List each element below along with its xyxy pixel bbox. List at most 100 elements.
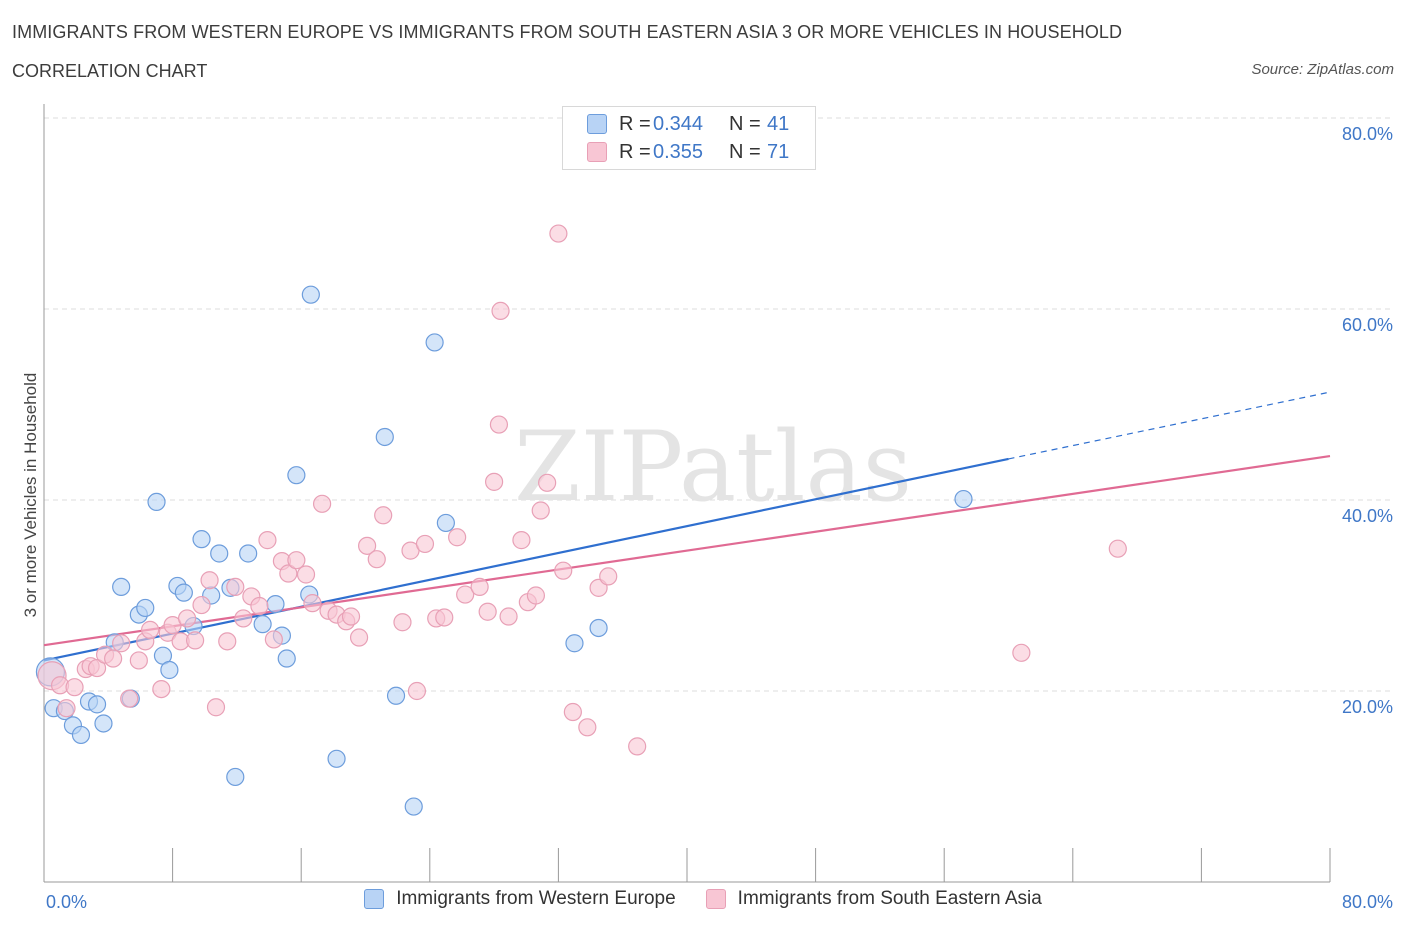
point-south-eastern-asia xyxy=(129,651,148,670)
point-western-europe xyxy=(954,489,973,509)
chart-subtitle: CORRELATION CHART xyxy=(12,61,208,81)
trend-line xyxy=(43,457,1009,662)
point-south-eastern-asia xyxy=(628,737,647,756)
point-western-europe xyxy=(301,285,320,304)
point-western-europe xyxy=(112,577,131,597)
point-south-eastern-asia xyxy=(112,634,131,653)
point-western-europe xyxy=(436,513,455,533)
r-value: 0.344 xyxy=(653,112,704,135)
point-south-eastern-asia xyxy=(250,596,269,616)
point-south-eastern-asia xyxy=(206,698,226,717)
point-western-europe xyxy=(253,615,272,634)
point-south-eastern-asia xyxy=(499,607,518,626)
point-south-eastern-asia xyxy=(435,608,454,627)
point-south-eastern-asia xyxy=(57,699,76,718)
point-south-eastern-asia xyxy=(415,534,435,554)
y-tick-label: 80.0% xyxy=(1342,124,1393,144)
point-south-eastern-asia xyxy=(512,531,531,550)
legend-row-western-europe: R = 0.344 N = 41 xyxy=(587,112,789,136)
point-south-eastern-asia xyxy=(234,609,253,628)
point-western-europe xyxy=(375,427,394,447)
point-south-eastern-asia xyxy=(192,595,211,615)
point-south-eastern-asia xyxy=(407,681,427,701)
point-western-europe xyxy=(226,767,245,787)
legend-item-western-europe[interactable]: Immigrants from Western Europe xyxy=(364,888,676,910)
point-south-eastern-asia xyxy=(140,620,160,639)
series-legend: Immigrants from Western Europe Immigrant… xyxy=(0,888,1406,910)
point-western-europe xyxy=(386,686,406,705)
point-western-europe xyxy=(327,749,346,768)
point-south-eastern-asia xyxy=(448,528,467,547)
point-western-europe xyxy=(425,333,444,352)
point-western-europe xyxy=(87,695,107,714)
point-western-europe xyxy=(174,583,193,602)
point-south-eastern-asia xyxy=(287,551,306,570)
grid-lines xyxy=(44,117,1394,692)
legend-swatch-blue xyxy=(364,889,385,909)
n-value: 41 xyxy=(767,112,790,135)
point-south-eastern-asia xyxy=(1012,643,1031,662)
data-points xyxy=(35,224,1127,816)
x-tick-label: 80.0% xyxy=(1342,892,1393,912)
point-south-eastern-asia xyxy=(87,658,107,678)
point-south-eastern-asia xyxy=(104,649,123,668)
point-south-eastern-asia xyxy=(312,494,332,513)
point-western-europe xyxy=(589,618,608,638)
legend-label: Immigrants from Western Europe xyxy=(396,888,676,909)
trend-line-extension xyxy=(1008,391,1331,460)
chart-title: IMMIGRANTS FROM WESTERN EUROPE VS IMMIGR… xyxy=(12,22,1123,42)
point-western-europe xyxy=(266,594,285,614)
n-value: 71 xyxy=(767,140,790,163)
x-tick-label: 0.0% xyxy=(46,892,87,912)
point-south-eastern-asia xyxy=(531,501,550,520)
y-axis-label: 3 or more Vehicles in Household xyxy=(21,373,40,618)
point-western-europe xyxy=(565,634,584,653)
point-south-eastern-asia xyxy=(152,679,171,699)
point-south-eastern-asia xyxy=(470,577,489,597)
point-south-eastern-asia xyxy=(258,531,277,550)
point-south-eastern-asia xyxy=(1108,539,1127,558)
point-western-europe xyxy=(71,725,91,745)
legend-swatch-pink xyxy=(705,889,726,909)
legend-swatch-pink xyxy=(587,142,607,162)
point-south-eastern-asia xyxy=(393,613,412,632)
point-south-eastern-asia xyxy=(526,586,545,605)
point-south-eastern-asia xyxy=(177,609,197,628)
point-south-eastern-asia xyxy=(186,631,205,650)
point-western-europe xyxy=(94,714,113,733)
watermark: ZIPatlas xyxy=(514,411,912,523)
point-western-europe xyxy=(136,598,155,618)
point-south-eastern-asia xyxy=(456,585,475,604)
point-western-europe xyxy=(239,544,258,563)
point-south-eastern-asia xyxy=(374,506,393,525)
point-western-europe xyxy=(277,649,296,668)
point-western-europe xyxy=(160,660,179,680)
point-south-eastern-asia xyxy=(489,415,509,434)
point-south-eastern-asia xyxy=(264,630,283,649)
legend-item-south-eastern-asia[interactable]: Immigrants from South Eastern Asia xyxy=(705,888,1042,910)
legend-label: Immigrants from South Eastern Asia xyxy=(737,888,1042,909)
point-south-eastern-asia xyxy=(367,550,386,569)
point-western-europe xyxy=(192,530,211,549)
legend-row-south-eastern-asia: R = 0.355 N = 71 xyxy=(587,140,789,164)
point-south-eastern-asia xyxy=(341,607,361,626)
point-south-eastern-asia xyxy=(491,301,510,321)
point-western-europe xyxy=(210,544,229,563)
point-south-eastern-asia xyxy=(303,594,322,613)
point-south-eastern-asia xyxy=(538,473,557,492)
point-western-europe xyxy=(287,466,306,485)
y-tick-label: 60.0% xyxy=(1342,315,1393,335)
r-label: R = xyxy=(619,112,651,135)
point-south-eastern-asia xyxy=(200,571,219,590)
watermark-text: ZIPatlas xyxy=(514,411,912,523)
point-western-europe xyxy=(404,797,423,816)
point-south-eastern-asia xyxy=(349,628,369,647)
axes xyxy=(43,104,1331,883)
point-south-eastern-asia xyxy=(296,565,316,584)
point-south-eastern-asia xyxy=(554,561,573,580)
r-value: 0.355 xyxy=(653,140,704,163)
point-south-eastern-asia xyxy=(279,564,298,583)
y-tick-label: 20.0% xyxy=(1342,697,1393,717)
legend-swatch-blue xyxy=(587,114,607,134)
